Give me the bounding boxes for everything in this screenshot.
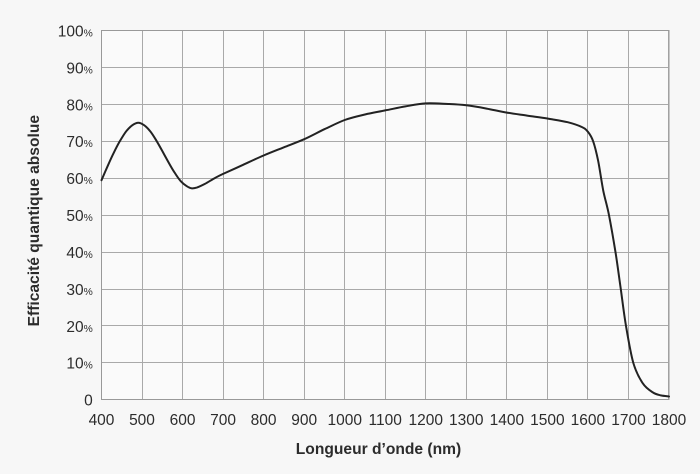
svg-text:90%: 90% <box>66 60 92 77</box>
svg-text:30%: 30% <box>66 282 92 299</box>
svg-text:600: 600 <box>170 412 196 429</box>
svg-text:900: 900 <box>291 412 317 429</box>
svg-text:70%: 70% <box>66 134 92 151</box>
svg-text:1200: 1200 <box>409 412 444 429</box>
svg-text:1000: 1000 <box>327 412 362 429</box>
svg-text:1100: 1100 <box>369 412 403 429</box>
svg-text:1300: 1300 <box>449 412 484 429</box>
svg-text:1600: 1600 <box>571 412 606 429</box>
svg-text:60%: 60% <box>66 171 92 188</box>
svg-text:700: 700 <box>210 412 236 429</box>
svg-text:800: 800 <box>251 412 277 429</box>
svg-text:1500: 1500 <box>530 412 565 429</box>
svg-text:1700: 1700 <box>611 412 646 429</box>
svg-text:80%: 80% <box>66 97 92 114</box>
svg-text:400: 400 <box>89 412 115 429</box>
svg-text:100%: 100% <box>58 24 93 41</box>
svg-text:1800: 1800 <box>652 412 687 429</box>
svg-text:Longueur d’onde (nm): Longueur d’onde (nm) <box>296 441 461 458</box>
svg-text:1400: 1400 <box>490 412 525 429</box>
svg-text:500: 500 <box>129 412 155 429</box>
svg-text:0: 0 <box>84 393 93 410</box>
svg-text:50%: 50% <box>66 208 92 225</box>
svg-text:20%: 20% <box>66 319 92 336</box>
svg-text:Efficacité quantique absolue: Efficacité quantique absolue <box>26 115 43 327</box>
svg-text:10%: 10% <box>66 356 92 373</box>
svg-text:40%: 40% <box>66 245 92 262</box>
